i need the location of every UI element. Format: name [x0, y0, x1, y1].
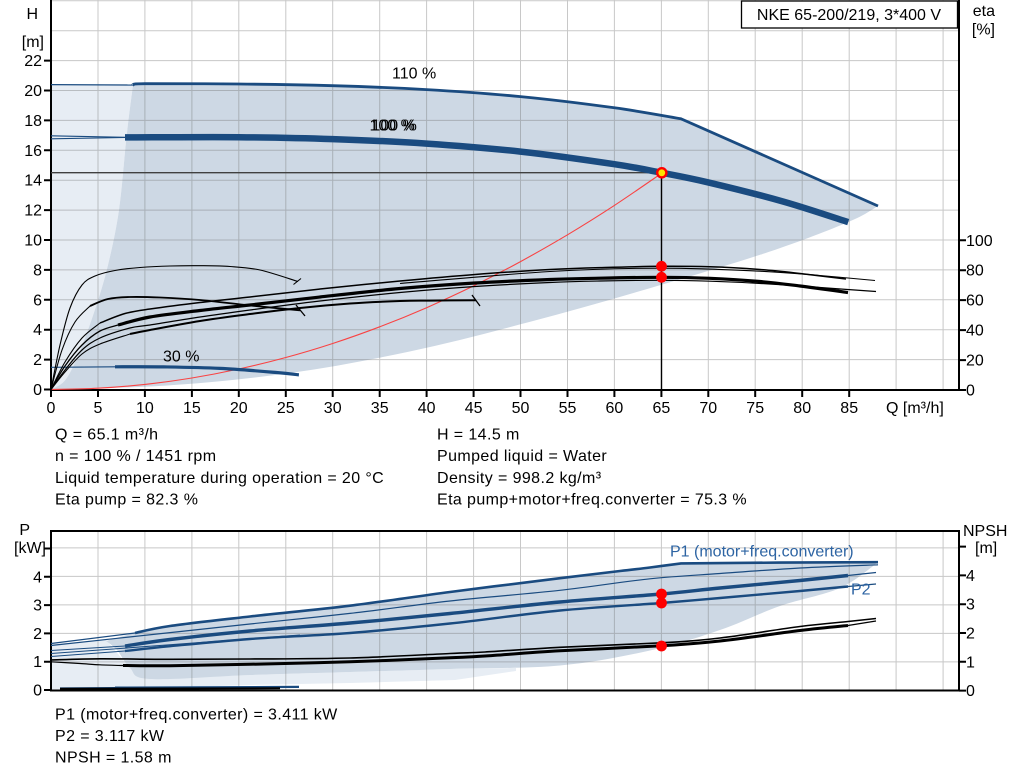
svg-text:NPSH: NPSH [963, 523, 1007, 540]
svg-text:4: 4 [966, 568, 975, 585]
svg-text:100 %: 100 % [370, 118, 415, 135]
svg-text:55: 55 [559, 400, 577, 417]
svg-text:40: 40 [966, 323, 984, 340]
svg-text:4: 4 [33, 322, 42, 339]
svg-text:Density = 998.2 kg/m³: Density = 998.2 kg/m³ [437, 470, 602, 487]
svg-text:2: 2 [33, 352, 42, 369]
svg-text:NPSH = 1.58 m: NPSH = 1.58 m [55, 750, 172, 767]
svg-text:30 %: 30 % [163, 349, 199, 366]
svg-text:2: 2 [966, 626, 975, 643]
svg-text:30: 30 [324, 400, 342, 417]
svg-text:Q = 65.1 m³/h: Q = 65.1 m³/h [55, 426, 158, 443]
svg-text:0: 0 [47, 400, 56, 417]
svg-text:0: 0 [33, 382, 42, 399]
svg-text:75: 75 [746, 400, 764, 417]
svg-text:[m]: [m] [22, 34, 44, 51]
svg-text:[m]: [m] [975, 540, 997, 557]
svg-text:20: 20 [230, 400, 248, 417]
svg-text:Q [m³/h]: Q [m³/h] [886, 400, 944, 417]
svg-text:NKE 65-200/219, 3*400 V: NKE 65-200/219, 3*400 V [757, 7, 941, 24]
svg-text:22: 22 [24, 53, 42, 70]
svg-text:Pumped liquid = Water: Pumped liquid = Water [437, 448, 607, 465]
svg-text:Eta pump = 82.3 %: Eta pump = 82.3 % [55, 492, 198, 509]
svg-text:16: 16 [24, 143, 42, 160]
svg-text:n = 100 % / 1451 rpm: n = 100 % / 1451 rpm [55, 448, 216, 465]
svg-text:35: 35 [371, 400, 389, 417]
svg-text:14: 14 [24, 173, 42, 190]
svg-text:80: 80 [966, 263, 984, 280]
svg-text:25: 25 [277, 400, 295, 417]
svg-text:50: 50 [512, 400, 530, 417]
svg-text:15: 15 [183, 400, 201, 417]
svg-text:10: 10 [136, 400, 154, 417]
svg-text:H = 14.5 m: H = 14.5 m [437, 426, 520, 443]
svg-text:10: 10 [24, 233, 42, 250]
svg-text:8: 8 [33, 262, 42, 279]
svg-text:20: 20 [966, 353, 984, 370]
svg-text:Liquid temperature during oper: Liquid temperature during operation = 20… [55, 470, 384, 487]
svg-text:18: 18 [24, 113, 42, 130]
svg-text:110 %: 110 % [392, 65, 436, 82]
svg-text:P2 = 3.117 kW: P2 = 3.117 kW [55, 728, 165, 745]
svg-text:1: 1 [966, 654, 975, 671]
svg-text:100: 100 [966, 233, 993, 250]
svg-text:0: 0 [966, 683, 975, 700]
svg-text:2: 2 [33, 626, 42, 643]
svg-text:H: H [26, 6, 38, 23]
svg-text:3: 3 [966, 597, 975, 614]
svg-text:1: 1 [33, 654, 42, 671]
svg-text:4: 4 [33, 569, 42, 586]
svg-text:5: 5 [94, 400, 103, 417]
svg-text:0: 0 [966, 383, 975, 400]
svg-text:P1 (motor+freq.converter): P1 (motor+freq.converter) [670, 544, 854, 561]
svg-text:Eta pump+motor+freq.converter: Eta pump+motor+freq.converter = 75.3 % [437, 492, 747, 509]
svg-text:65: 65 [653, 400, 671, 417]
svg-text:20: 20 [24, 83, 42, 100]
svg-text:60: 60 [606, 400, 624, 417]
svg-text:[%]: [%] [972, 22, 995, 39]
svg-text:P2: P2 [851, 582, 871, 599]
svg-text:6: 6 [33, 292, 42, 309]
svg-text:40: 40 [418, 400, 436, 417]
svg-text:70: 70 [699, 400, 717, 417]
svg-text:100 %: 100 % [372, 118, 417, 135]
svg-text:0: 0 [33, 683, 42, 700]
svg-text:P: P [19, 522, 30, 539]
svg-text:80: 80 [793, 400, 811, 417]
svg-text:45: 45 [465, 400, 483, 417]
svg-text:60: 60 [966, 293, 984, 310]
svg-text:3: 3 [33, 598, 42, 615]
svg-text:85: 85 [840, 400, 858, 417]
svg-text:[kW]: [kW] [14, 540, 46, 557]
svg-text:P1 (motor+freq.converter) = 3.: P1 (motor+freq.converter) = 3.411 kW [55, 707, 338, 724]
svg-text:12: 12 [24, 203, 42, 220]
svg-text:eta: eta [973, 3, 995, 20]
